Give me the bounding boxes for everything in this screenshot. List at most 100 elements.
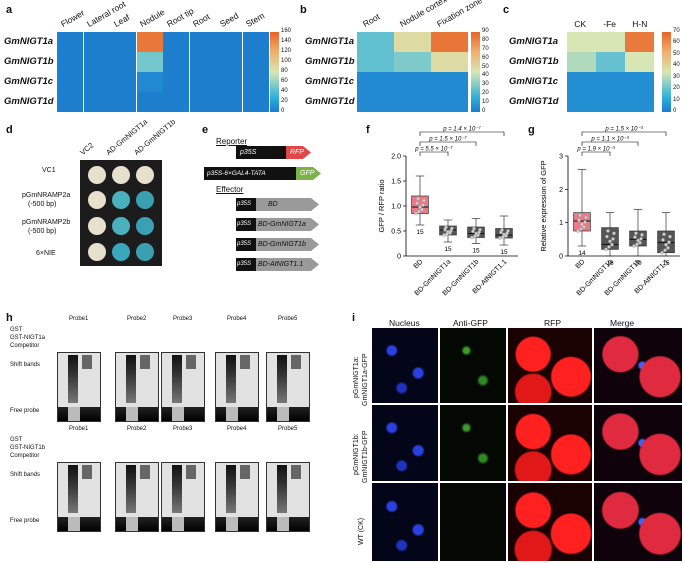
data-point bbox=[661, 238, 665, 242]
free-probe-label: Free probe bbox=[10, 408, 40, 414]
emsa-gel bbox=[266, 352, 310, 422]
gene-label: GmNIGT1c bbox=[509, 76, 559, 87]
gene-label: GmNIGT1a bbox=[4, 36, 54, 47]
heatmap-cell bbox=[83, 52, 110, 72]
heatmap-cell bbox=[136, 52, 163, 72]
heatmap-cell bbox=[189, 32, 216, 52]
sig-bracket bbox=[581, 131, 667, 136]
micro-col-label: Merge bbox=[610, 318, 635, 328]
colorbar-tick: 160 bbox=[281, 28, 292, 34]
heatmap-cell bbox=[189, 92, 216, 112]
micrograph bbox=[594, 328, 682, 403]
heatmap-cell bbox=[431, 32, 468, 52]
micrograph bbox=[508, 405, 592, 481]
heatmap-cell bbox=[163, 32, 189, 52]
data-point bbox=[418, 205, 422, 209]
emsa-gel bbox=[161, 352, 205, 422]
yeast-spot bbox=[136, 243, 154, 261]
colorbar-tick: 60 bbox=[281, 78, 288, 84]
micro-row-label: WT (CK) bbox=[358, 517, 365, 545]
panel-f-letter: f bbox=[366, 124, 370, 136]
panel-e-letter: e bbox=[202, 124, 209, 136]
colorbar-tick: 20 bbox=[482, 90, 489, 97]
micrograph bbox=[594, 405, 682, 481]
panel-i-letter: i bbox=[352, 312, 356, 324]
data-point bbox=[498, 236, 502, 240]
p-value: p = 1.4 × 10⁻⁷ bbox=[442, 126, 481, 133]
data-point bbox=[421, 203, 425, 207]
yeast-row-label: pGmNRAMP2b bbox=[22, 219, 71, 226]
y-tick-label: 1 bbox=[559, 220, 563, 227]
colorbar-tick: 80 bbox=[281, 68, 288, 74]
emsa-gel bbox=[266, 462, 310, 532]
data-point bbox=[582, 225, 586, 229]
sample-size: 14 bbox=[578, 250, 586, 257]
micro-row-label: pGmNIGT1a: bbox=[353, 356, 360, 398]
heatmap-cell bbox=[163, 92, 189, 112]
heatmap-cell bbox=[394, 92, 431, 112]
sample-size: 15 bbox=[444, 246, 452, 253]
heatmap-cell bbox=[567, 92, 596, 112]
colorbar-tick: 120 bbox=[281, 48, 292, 54]
data-point bbox=[414, 211, 418, 216]
micro-row-label: pGmNIGT1b: bbox=[353, 433, 360, 475]
p-value: p = 1.5 × 10⁻⁷ bbox=[428, 136, 467, 143]
sig-bracket bbox=[419, 151, 449, 156]
data-point bbox=[605, 234, 609, 239]
data-point bbox=[417, 209, 421, 214]
heatmap-cell bbox=[136, 92, 163, 112]
probe-label: Probe4 bbox=[227, 316, 247, 322]
yeast-spot bbox=[112, 217, 130, 235]
data-point bbox=[579, 227, 583, 231]
heatmap-cell bbox=[625, 92, 654, 112]
data-point bbox=[607, 245, 611, 249]
data-point bbox=[666, 246, 670, 250]
data-point bbox=[420, 207, 424, 212]
data-point bbox=[422, 198, 426, 203]
heatmap-cell bbox=[596, 52, 625, 72]
heatmap-cell bbox=[57, 72, 83, 92]
heatmap-cell bbox=[83, 32, 110, 52]
p-value: p = 5.5 × 10⁻⁷ bbox=[414, 146, 453, 153]
data-point bbox=[640, 233, 644, 237]
colorbar-tick: 0 bbox=[482, 108, 486, 114]
heatmap-cell bbox=[110, 72, 136, 92]
gene-label: GmNIGT1d bbox=[509, 96, 559, 107]
heatmap-cell bbox=[242, 52, 269, 72]
colorbar-tick: 50 bbox=[482, 63, 489, 70]
panel-c-letter: c bbox=[503, 4, 510, 16]
probe-label: Probe1 bbox=[69, 426, 89, 432]
bd-atnigt1-gene: BD-AtNIGT1.1 bbox=[258, 261, 304, 268]
sig-bracket bbox=[419, 141, 477, 146]
micro-row-label: GmNIGT1a-GFP bbox=[362, 353, 369, 406]
yeast-spot bbox=[136, 217, 154, 235]
y-tick-label: 2.0 bbox=[391, 154, 401, 161]
gene-label: GmNIGT1b bbox=[305, 56, 355, 67]
shift-bands-label: Shift bands bbox=[10, 362, 41, 368]
colorbar-tick: 10 bbox=[673, 96, 680, 103]
effector-label: Effector bbox=[216, 185, 244, 194]
y-axis-label: Relative expression of GFP bbox=[539, 160, 548, 251]
x-tick-label: BD bbox=[575, 258, 587, 270]
gene-label: GmNIGT1d bbox=[4, 96, 54, 107]
yeast-spot bbox=[112, 191, 130, 209]
colorbar-tick: 60 bbox=[482, 54, 489, 61]
data-point bbox=[667, 240, 671, 245]
heatmap-cell bbox=[567, 72, 596, 92]
heatmap-cell bbox=[216, 52, 242, 72]
data-point bbox=[577, 218, 581, 222]
colorbar-tick: 10 bbox=[482, 99, 489, 106]
data-point bbox=[476, 233, 480, 237]
heatmap-cell bbox=[625, 72, 654, 92]
gene-label: GmNIGT1b bbox=[509, 56, 559, 67]
heatmap-cell bbox=[216, 72, 242, 92]
colorbar-tick: 70 bbox=[482, 45, 489, 52]
heatmap-cell bbox=[394, 72, 431, 92]
p35s-promoter: p35S bbox=[237, 241, 252, 247]
x-tick-label: BD bbox=[413, 258, 425, 270]
gfp-gene: GFP bbox=[300, 170, 315, 177]
yeast-row-label: 6×NIE bbox=[36, 250, 56, 257]
construct-diagram bbox=[204, 146, 321, 251]
emsa-gel bbox=[115, 352, 159, 422]
